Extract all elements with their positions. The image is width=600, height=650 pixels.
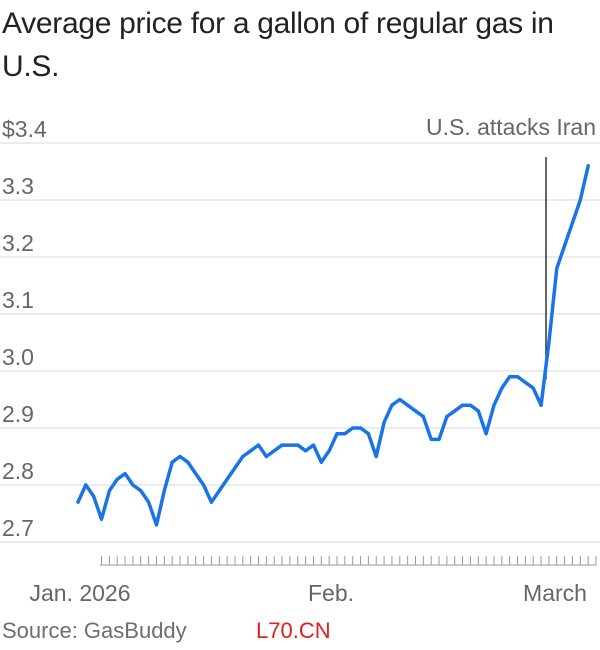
data-point xyxy=(421,415,425,419)
y-tick-label: 3.1 xyxy=(2,287,34,313)
series-layer xyxy=(76,164,590,527)
data-point xyxy=(131,483,135,487)
data-point xyxy=(343,432,347,436)
data-point xyxy=(99,517,104,521)
data-point xyxy=(233,466,237,470)
data-point xyxy=(115,477,119,481)
data-point xyxy=(249,449,253,453)
data-point xyxy=(351,426,355,430)
data-point xyxy=(382,420,386,424)
chart-title: Average price for a gallon of regular ga… xyxy=(2,7,554,83)
watermark: L70.CN xyxy=(256,618,331,643)
y-tick-label: 2.8 xyxy=(2,458,34,484)
data-point xyxy=(311,443,316,447)
data-point xyxy=(139,489,143,493)
data-point xyxy=(84,483,88,487)
y-axis-labels: $3.4 3.3 3.2 3.1 3.0 2.9 2.8 2.7 xyxy=(2,116,47,541)
data-point xyxy=(366,432,370,436)
data-point xyxy=(296,443,300,447)
data-point xyxy=(398,397,402,402)
data-point xyxy=(437,437,441,441)
data-point xyxy=(304,449,308,453)
data-point xyxy=(515,375,520,379)
annotation: U.S. attacks Iran xyxy=(426,114,596,380)
data-point xyxy=(547,340,551,345)
data-point xyxy=(586,164,590,168)
gridlines xyxy=(0,142,600,543)
data-point xyxy=(468,403,473,407)
data-point xyxy=(578,198,582,202)
source-note: Source: GasBuddy xyxy=(2,618,187,643)
data-point xyxy=(272,449,276,453)
data-point xyxy=(288,443,292,447)
data-point xyxy=(570,221,575,225)
data-point xyxy=(429,437,433,441)
x-tick-label: Feb. xyxy=(308,580,354,606)
y-tick-label: 3.3 xyxy=(2,173,34,199)
data-point xyxy=(453,409,457,413)
data-point xyxy=(241,454,245,459)
data-point xyxy=(178,454,182,459)
data-point xyxy=(531,386,535,390)
data-point xyxy=(460,403,465,407)
series-line xyxy=(76,164,590,527)
data-point xyxy=(476,409,480,413)
x-axis: Jan. 2026 Feb. March xyxy=(29,556,597,606)
data-point xyxy=(76,500,80,504)
data-point xyxy=(170,460,174,464)
data-point xyxy=(123,472,127,476)
data-point xyxy=(406,403,410,407)
data-point xyxy=(209,500,214,504)
data-point xyxy=(225,477,229,481)
x-tick-label: March xyxy=(523,580,587,606)
data-point xyxy=(555,266,559,270)
data-point xyxy=(484,432,488,436)
data-point xyxy=(492,403,496,407)
data-point xyxy=(523,380,527,384)
data-point xyxy=(194,472,198,476)
data-point xyxy=(107,489,111,493)
data-point xyxy=(335,432,339,436)
data-point xyxy=(327,449,331,453)
data-point xyxy=(201,483,206,487)
data-point xyxy=(162,489,166,493)
data-point xyxy=(500,386,504,390)
data-point xyxy=(186,460,190,464)
data-point xyxy=(374,454,378,459)
data-point xyxy=(92,494,96,498)
data-point xyxy=(264,454,268,459)
data-point xyxy=(280,443,284,447)
data-point xyxy=(445,415,449,419)
data-point xyxy=(563,244,567,248)
y-tick-label: 3.2 xyxy=(2,230,34,256)
x-tick-label: Jan. 2026 xyxy=(29,580,130,606)
data-point xyxy=(217,489,221,493)
data-point xyxy=(358,426,363,430)
data-point xyxy=(154,523,159,527)
y-tick-label: 3.0 xyxy=(2,344,34,370)
y-tick-label: 2.9 xyxy=(2,401,34,427)
data-point xyxy=(147,500,151,504)
y-tick-label: 2.7 xyxy=(2,515,34,541)
annotation-label: U.S. attacks Iran xyxy=(426,114,596,140)
data-point xyxy=(508,375,512,379)
data-point xyxy=(256,443,261,447)
y-tick-label: $3.4 xyxy=(2,116,47,142)
data-point xyxy=(390,403,394,407)
data-point xyxy=(539,403,543,407)
data-point xyxy=(413,409,418,413)
data-point xyxy=(319,460,323,464)
